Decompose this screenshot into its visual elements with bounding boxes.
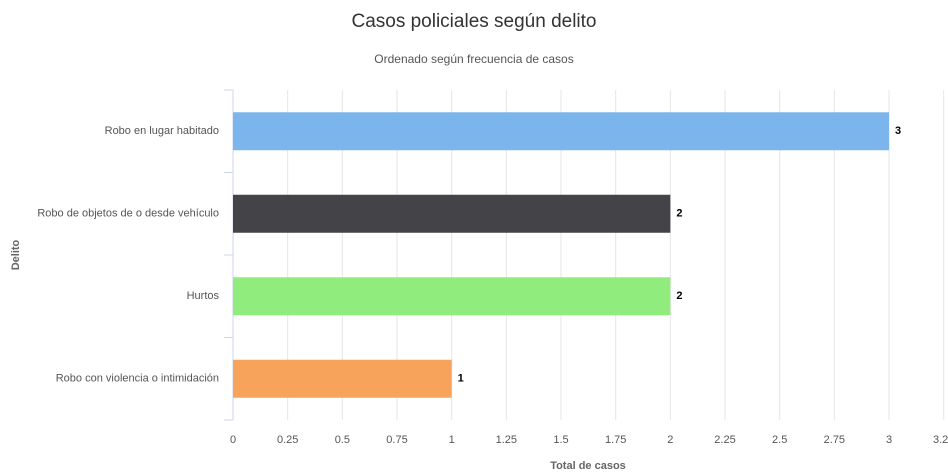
x-tick-label: 2.5 bbox=[772, 434, 787, 446]
x-tick-label: 2 bbox=[667, 434, 673, 446]
chart-title: Casos policiales según delito bbox=[351, 11, 596, 32]
x-tick-label: 1 bbox=[449, 434, 455, 446]
bar bbox=[233, 359, 452, 398]
chart-subtitle: Ordenado según frecuencia de casos bbox=[374, 52, 573, 66]
data-label: 2 bbox=[676, 208, 682, 220]
x-tick-label: 0.5 bbox=[335, 434, 350, 446]
bar bbox=[233, 277, 671, 316]
x-tick-label: 3 bbox=[886, 434, 892, 446]
y-tick-label: Hurtos bbox=[187, 290, 220, 302]
data-label: 2 bbox=[676, 290, 682, 302]
x-tick-label: 2.75 bbox=[824, 434, 845, 446]
bar bbox=[233, 112, 890, 151]
y-tick-label: Robo en lugar habitado bbox=[105, 125, 219, 137]
x-tick-label: 2.25 bbox=[714, 434, 735, 446]
y-axis-title: Delito bbox=[10, 239, 22, 270]
x-tick-label: 0 bbox=[230, 434, 236, 446]
data-label: 3 bbox=[895, 125, 901, 137]
x-tick-label: 1.5 bbox=[553, 434, 568, 446]
bar bbox=[233, 194, 671, 233]
x-tick-label: 1.75 bbox=[605, 434, 626, 446]
y-tick-label: Robo con violencia o intimidación bbox=[56, 373, 219, 385]
x-axis-title: Total de casos bbox=[550, 460, 626, 472]
x-tick-label: 0.75 bbox=[386, 434, 407, 446]
x-tick-label: 0.25 bbox=[277, 434, 298, 446]
data-label: 1 bbox=[458, 373, 464, 385]
x-tick-label: 1.25 bbox=[496, 434, 517, 446]
y-tick-label: Robo de objetos de o desde vehículo bbox=[37, 208, 219, 220]
x-tick-label: 3.25 bbox=[933, 434, 948, 446]
